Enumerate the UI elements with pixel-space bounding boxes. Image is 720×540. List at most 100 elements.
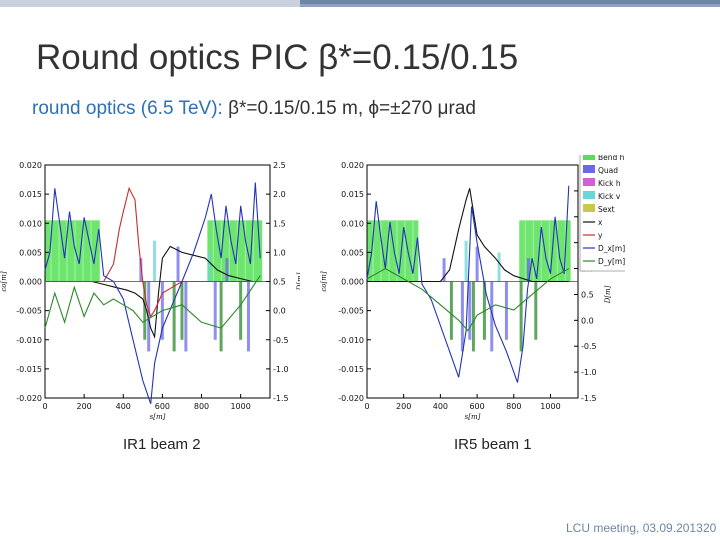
series-line-dx [44, 182, 261, 404]
magnet-element [147, 281, 151, 352]
y-tick-label: -0.010 [16, 336, 42, 345]
y2-tick-label: -1.5 [581, 394, 597, 403]
y-tick-label: 0.010 [341, 219, 364, 228]
legend-label: D_x[m] [598, 244, 625, 253]
magnet-element [497, 252, 501, 282]
legend-label: x [598, 218, 603, 227]
magnet-element [143, 281, 147, 340]
x-tick-label: 0 [364, 402, 369, 411]
y-tick-label: 0.015 [341, 190, 364, 199]
y-tick-label: 0.020 [341, 161, 364, 170]
y2-tick-label: 2.5 [273, 161, 286, 170]
x-axis-label: s[m] [465, 413, 481, 420]
y2-tick-label: -1.0 [273, 365, 289, 374]
top-accent-bar [0, 0, 720, 7]
magnet-element [442, 258, 446, 282]
page-number: 20 [703, 521, 717, 535]
x-tick-label: 1000 [540, 402, 560, 411]
y-axis-label: co[m] [0, 271, 8, 292]
legend-swatch [583, 178, 595, 186]
y-axis-label: co[m] [320, 271, 328, 292]
series-line-dy [366, 267, 570, 332]
magnet-element [534, 281, 538, 340]
y-tick-label: -0.005 [338, 307, 364, 316]
legend-swatch [583, 165, 595, 173]
top-bar-shade [300, 4, 720, 7]
x-tick-label: 400 [116, 402, 131, 411]
legend-label: Kick h [598, 179, 621, 188]
x-tick-label: 1000 [230, 402, 250, 411]
magnet-element [239, 281, 243, 340]
x-tick-label: 200 [396, 402, 411, 411]
slide-subtitle: round optics (6.5 TeV): β*=0.15/0.15 m, … [32, 98, 476, 120]
y-tick-label: -0.015 [338, 365, 364, 374]
caption-ir1-beam2: IR1 beam 2 [123, 436, 201, 453]
y-tick-label: 0.005 [19, 248, 42, 257]
ir5-beam1-plot: 0.020 0.015 0.010 0.005 0.000 -0.005 -0.010 -0.… [320, 155, 625, 420]
bend-region [367, 220, 419, 282]
y-tick-label: 0.010 [19, 219, 42, 228]
x-tick-label: 200 [76, 402, 91, 411]
top-bar-dark [300, 0, 720, 7]
x-tick-label: 800 [194, 402, 209, 411]
magnet-element [246, 281, 250, 352]
magnet-element [180, 281, 184, 340]
y-tick-label: -0.015 [16, 365, 42, 374]
magnet-element [526, 258, 530, 282]
magnet-element [490, 281, 494, 352]
y-tick-label: 0.020 [19, 161, 42, 170]
series-line-y [45, 186, 261, 318]
magnet-element [504, 281, 508, 340]
y-tick-label: 0.005 [341, 248, 364, 257]
magnet-element [471, 281, 475, 352]
y-tick-label: 0.015 [19, 190, 42, 199]
y-tick-label: 0.000 [341, 278, 364, 287]
legend-label: Bend h [598, 155, 625, 162]
y2-tick-label: 0.5 [273, 278, 286, 287]
y2-tick-label: -1.0 [581, 368, 597, 377]
magnet-element [475, 246, 479, 282]
magnet-element [225, 258, 229, 282]
y2-axis-label: D[m] [604, 285, 612, 304]
legend-swatch [583, 155, 595, 160]
magnet-element [153, 240, 157, 282]
legend-label: D_y[m] [598, 257, 625, 266]
legend-swatch [583, 204, 595, 212]
caption-ir5-beam1: IR5 beam 1 [454, 436, 532, 453]
magnet-element [464, 240, 468, 282]
legend-label: Sext [598, 205, 615, 214]
y-tick-label: -0.010 [338, 336, 364, 345]
x-tick-label: 600 [469, 402, 484, 411]
magnet-element [172, 281, 176, 352]
y-tick-label: -0.005 [16, 307, 42, 316]
y-tick-label: 0.000 [19, 278, 42, 287]
y2-tick-label: 1.5 [273, 219, 286, 228]
y2-tick-label: 0.5 [581, 290, 594, 299]
magnet-element [449, 281, 453, 340]
legend-label: Kick v [598, 192, 621, 201]
y-tick-label: -0.020 [338, 394, 364, 403]
x-tick-label: 600 [155, 402, 170, 411]
slide-title: Round optics PIC β*=0.15/0.15 [36, 38, 519, 77]
magnet-element [207, 252, 211, 282]
legend-swatch [583, 191, 595, 199]
y2-tick-label: -1.5 [273, 394, 289, 403]
footer-text: LCU meeting, 03.09.2013 [566, 521, 703, 535]
top-bar-light [0, 0, 300, 7]
legend-label: y [598, 231, 603, 240]
x-tick-label: 400 [433, 402, 448, 411]
y2-tick-label: -0.5 [581, 342, 597, 351]
magnet-element [219, 281, 223, 352]
magnet-element [468, 281, 472, 340]
x-axis-label: s[m] [150, 413, 166, 420]
y2-axis-label: D[m] [296, 272, 300, 291]
y-tick-label: -0.020 [16, 394, 42, 403]
magnet-element [184, 281, 188, 352]
x-tick-label: 0 [42, 402, 47, 411]
y2-tick-label: 1.0 [273, 248, 286, 257]
magnet-element [139, 258, 143, 282]
series-line-x [367, 188, 569, 283]
y2-tick-label: -0.5 [273, 336, 289, 345]
y2-tick-label: 0.0 [581, 316, 594, 325]
magnet-element [460, 281, 464, 352]
